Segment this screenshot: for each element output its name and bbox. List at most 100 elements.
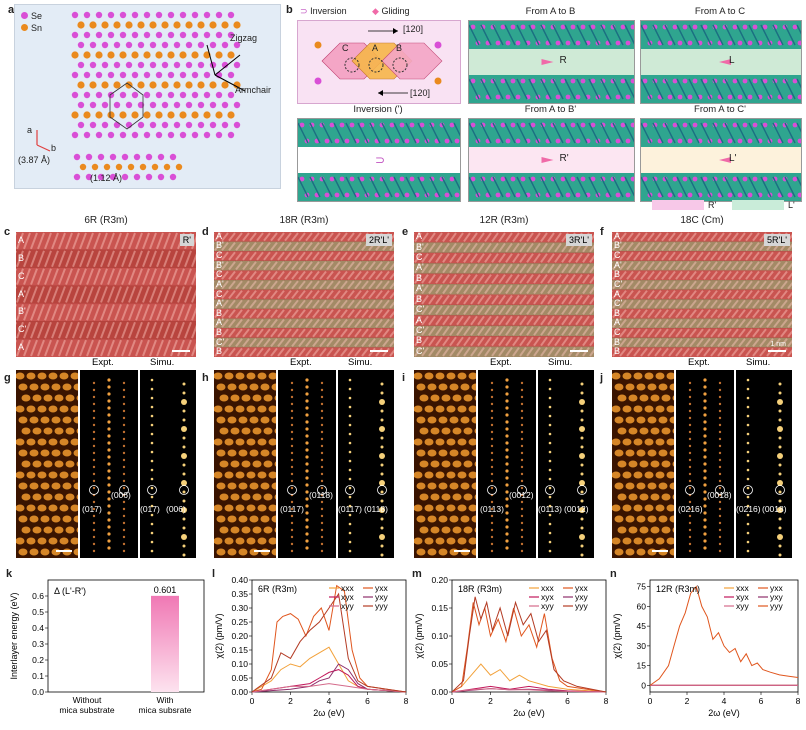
atom-column (745, 232, 753, 242)
atom-column (263, 290, 271, 299)
atom-column (547, 305, 555, 315)
atom-column (626, 299, 634, 309)
atom-column (738, 241, 746, 251)
se-atom (161, 61, 169, 69)
atom-spot (424, 405, 434, 413)
atom-column (484, 253, 492, 263)
indexed-spot-circle (119, 485, 129, 495)
diffraction-spot (718, 472, 722, 476)
atom-spot (669, 548, 674, 556)
se-atom (161, 121, 169, 129)
diffraction-spot (746, 477, 750, 481)
diffraction-spot (688, 451, 692, 455)
atom-column (51, 304, 59, 321)
atom-column (745, 309, 753, 319)
atom-column (312, 290, 320, 299)
atom-column (724, 338, 732, 348)
atom-column (326, 290, 334, 299)
diffraction-spot (778, 409, 782, 413)
atom-column (326, 338, 334, 348)
diffraction-spot (379, 480, 385, 486)
atom-column (298, 251, 306, 261)
atom-column (163, 286, 171, 303)
atom-column (142, 304, 150, 321)
atom-spot (48, 471, 58, 479)
diffraction-spot (305, 392, 309, 396)
atom-spot (16, 405, 25, 413)
atom-column (512, 305, 520, 315)
x-tick-label: 2 (685, 696, 690, 706)
y-tick-label: 45 (637, 621, 647, 631)
gliding-legend: ◆ Gliding (372, 6, 409, 17)
layer-letter: B (216, 326, 223, 337)
atom-spot (644, 438, 654, 446)
atom-column (270, 241, 278, 251)
atom-spot (644, 504, 654, 512)
atom-column (505, 347, 513, 357)
spot-index-label: (0113) (480, 504, 504, 514)
chart-title: 6R (R3m) (258, 584, 297, 594)
atom-column (633, 251, 641, 261)
atom-column (540, 315, 548, 326)
atom-column (421, 294, 429, 305)
atom-column (242, 261, 250, 271)
diffraction-spot (703, 511, 707, 515)
atom-column (526, 263, 534, 274)
diffraction-spot (348, 522, 352, 526)
atom-column (484, 274, 492, 284)
atom-column (689, 318, 697, 328)
atom-column (477, 274, 485, 284)
atom-spot (43, 427, 53, 435)
atom-column (787, 291, 792, 299)
se-atom (125, 61, 133, 69)
atom-column (519, 347, 527, 357)
atom-column (319, 232, 327, 242)
atom-column (37, 268, 45, 285)
atom-column (177, 250, 185, 268)
se-atom (95, 91, 103, 99)
atom-spot (625, 383, 635, 391)
atom-column (107, 304, 115, 321)
y-tick-label: 0.40 (231, 575, 248, 585)
atom-column (163, 232, 171, 250)
atom-spot (29, 548, 39, 556)
se-atom (85, 153, 93, 161)
atom-spot (241, 394, 251, 402)
atom-column (717, 261, 725, 271)
atom-column (256, 251, 264, 261)
diffraction-spot (703, 434, 707, 438)
atom-column (312, 241, 320, 251)
diffraction-spot (348, 405, 352, 409)
diffraction-spot (688, 416, 692, 420)
atom-spot (633, 537, 643, 545)
atom-spot (419, 493, 429, 501)
atom-column (787, 330, 792, 338)
atom-column (326, 241, 334, 251)
se-atom (500, 122, 506, 128)
atom-column (477, 294, 485, 305)
atomic-row (16, 249, 196, 268)
diffraction-spot (688, 423, 692, 427)
atom-column (221, 338, 229, 348)
bar-data-label: 0.601 (154, 585, 177, 595)
bond-line (540, 24, 552, 46)
atom-column (65, 304, 73, 321)
se-atom (215, 11, 223, 19)
atom-column (442, 232, 450, 242)
atom-column (449, 305, 457, 315)
atom-column (626, 251, 634, 261)
transition-title: Inversion (') (353, 104, 403, 115)
diffraction-spot (122, 486, 126, 490)
atom-column (65, 232, 73, 250)
se-atom (555, 192, 561, 198)
bond-line (357, 122, 369, 144)
atom-column (575, 284, 583, 295)
atom-column (561, 263, 569, 274)
atom-spot (268, 537, 276, 545)
atom-spot (468, 504, 476, 512)
atom-column (326, 318, 334, 328)
diffraction-spot (305, 406, 309, 410)
atom-column (766, 347, 774, 357)
atom-spot (463, 460, 473, 468)
atom-column (759, 270, 767, 280)
